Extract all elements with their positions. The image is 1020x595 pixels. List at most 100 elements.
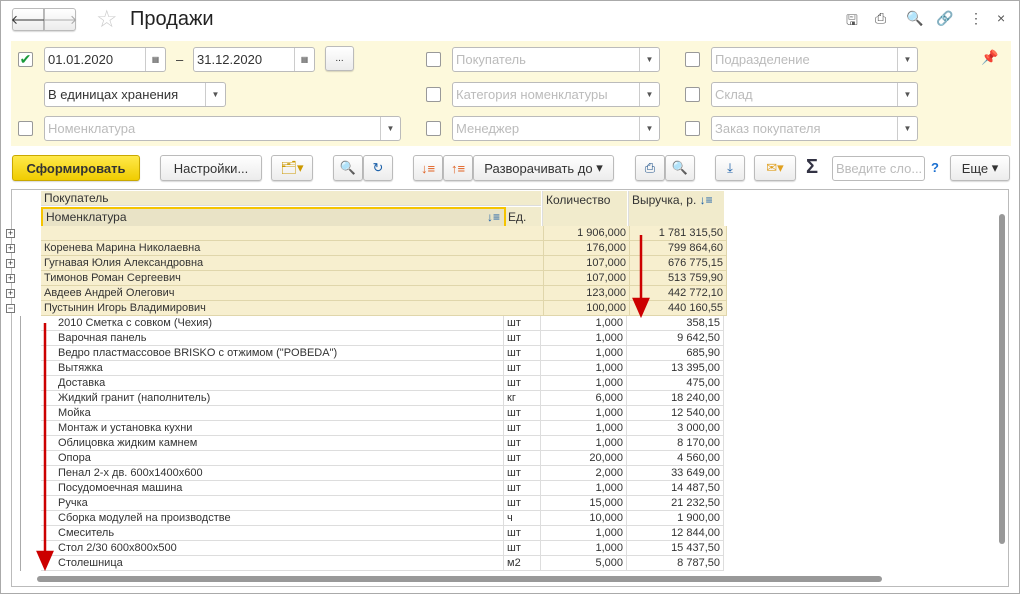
group-row[interactable]: Гугнавая Юлия Александровна 107,000 676 77…: [41, 256, 727, 271]
expand-icon[interactable]: +: [6, 258, 15, 268]
header-unit[interactable]: Ед.: [506, 207, 541, 227]
expand-icon[interactable]: +: [6, 273, 15, 283]
period-checkbox[interactable]: ✔: [18, 51, 33, 67]
table-row[interactable]: Сборка модулей на производстве ч 10,000 1 9…: [41, 511, 724, 526]
manager-checkbox[interactable]: [426, 121, 441, 136]
search-button[interactable]: 🔍: [333, 155, 363, 181]
header-revenue[interactable]: Выручка, р. ↓≡: [628, 191, 724, 227]
expand-all-button[interactable]: ↑≡: [443, 155, 473, 181]
table-row[interactable]: Посудомоечная машина шт 1,000 14 487,50: [41, 481, 724, 496]
table-row[interactable]: Пенал 2-х дв. 600х1400х600 шт 2,000 33 649,…: [41, 466, 724, 481]
department-checkbox[interactable]: [685, 52, 700, 67]
nomenclature-checkbox[interactable]: [18, 121, 33, 136]
sort-icon[interactable]: ↓≡: [486, 210, 500, 224]
pin-icon[interactable]: 📌: [981, 49, 999, 65]
table-row[interactable]: Вытяжка шт 1,000 13 395,00: [41, 361, 724, 376]
expand-icon[interactable]: +: [6, 228, 15, 238]
units-select[interactable]: В единицах хранения ▼: [44, 82, 226, 107]
date-to-field[interactable]: 31.12.2020 ▦: [193, 47, 315, 72]
red-arrow-icon: [36, 323, 54, 572]
table-row[interactable]: Опора шт 20,000 4 560,00: [41, 451, 724, 466]
table-row[interactable]: Варочная панель шт 1,000 9 642,50: [41, 331, 724, 346]
send-email-button[interactable]: ✉▾: [754, 155, 796, 181]
table-row[interactable]: 2010 Сметка с совком (Чехия) шт 1,000 358,1…: [41, 316, 724, 331]
manager-field[interactable]: Менеджер ▼: [452, 116, 660, 141]
calendar-icon[interactable]: ▦: [294, 48, 314, 71]
group-row[interactable]: Авдеев Андрей Олегович 123,000 442 772,10: [41, 286, 727, 301]
sort-desc-icon[interactable]: ↓≡: [699, 193, 713, 207]
buyer-checkbox[interactable]: [426, 52, 441, 67]
forward-button[interactable]: 🡒: [43, 8, 77, 31]
date-from-field[interactable]: 01.01.2020 ▦: [44, 47, 166, 72]
favorite-star-icon[interactable]: ☆: [96, 6, 118, 33]
report-table: [11, 189, 1009, 587]
expand-icon[interactable]: +: [6, 288, 15, 298]
sum-icon[interactable]: Σ: [806, 156, 819, 178]
buyer-field[interactable]: Покупатель ▼: [452, 47, 660, 72]
order-checkbox[interactable]: [685, 121, 700, 136]
category-checkbox[interactable]: [426, 87, 441, 102]
table-row[interactable]: Ведро пластмассовое BRISKO с отжимом ("P…: [41, 346, 724, 361]
table-row[interactable]: Жидкий гранит (наполнитель) кг 6,000 18 240…: [41, 391, 724, 406]
red-arrow-icon: [632, 235, 650, 319]
close-icon[interactable]: ×: [997, 10, 1006, 26]
chevron-down-icon[interactable]: ▼: [897, 83, 917, 106]
table-row[interactable]: Столешница м2 5,000 8 787,50: [41, 556, 724, 571]
back-button[interactable]: 🡐: [11, 8, 45, 31]
link-icon[interactable]: 🔗: [936, 10, 954, 26]
chevron-down-icon[interactable]: ▼: [639, 117, 659, 140]
chevron-down-icon[interactable]: ▼: [897, 117, 917, 140]
settings-button[interactable]: Настройки...: [160, 155, 262, 181]
search-next-button[interactable]: ↻: [363, 155, 393, 181]
collapse-icon[interactable]: −: [6, 303, 15, 313]
chevron-down-icon[interactable]: ▼: [639, 83, 659, 106]
search-input[interactable]: Введите сло...: [832, 156, 925, 181]
chevron-down-icon[interactable]: ▼: [380, 117, 400, 140]
tree-line: [20, 316, 21, 571]
header-quantity[interactable]: Количество: [542, 191, 627, 227]
total-quantity: 1 906,000: [544, 226, 630, 241]
report-variants-button[interactable]: 🗂▾: [271, 155, 313, 181]
table-row[interactable]: Мойка шт 1,000 12 540,00: [41, 406, 724, 421]
print-icon[interactable]: ⎙: [875, 10, 887, 26]
help-link[interactable]: ?: [931, 160, 939, 175]
chevron-down-icon[interactable]: ▼: [639, 48, 659, 71]
more-button[interactable]: Еще ▾: [950, 155, 1010, 181]
period-select-button[interactable]: ...: [325, 46, 354, 71]
print-preview-button[interactable]: 🔍: [665, 155, 695, 181]
order-field[interactable]: Заказ покупателя ▼: [711, 116, 918, 141]
table-row[interactable]: Смеситель шт 1,000 12 844,00: [41, 526, 724, 541]
department-field[interactable]: Подразделение ▼: [711, 47, 918, 72]
vertical-scrollbar[interactable]: [997, 196, 1007, 566]
header-buyer[interactable]: Покупатель: [41, 191, 541, 206]
table-row[interactable]: Доставка шт 1,000 475,00: [41, 376, 724, 391]
category-field[interactable]: Категория номенклатуры ▼: [452, 82, 660, 107]
nomenclature-field[interactable]: Номенклатура ▼: [44, 116, 401, 141]
table-row[interactable]: Монтаж и установка кухни шт 1,000 3 000,00: [41, 421, 724, 436]
preview-icon[interactable]: 🔍: [906, 10, 924, 26]
save-file-button[interactable]: ⤓: [715, 155, 745, 181]
generate-button[interactable]: Сформировать: [12, 155, 140, 181]
print-button[interactable]: ⎙: [635, 155, 665, 181]
more-vert-icon[interactable]: ⋮: [969, 10, 983, 26]
table-row[interactable]: Стол 2/30 600х800х500 шт 1,000 15 437,50: [41, 541, 724, 556]
calendar-icon[interactable]: ▦: [145, 48, 165, 71]
save-icon[interactable]: 🖫: [846, 12, 858, 28]
chevron-down-icon[interactable]: ▼: [897, 48, 917, 71]
warehouse-checkbox[interactable]: [685, 87, 700, 102]
date-dash: –: [176, 52, 184, 67]
table-row[interactable]: Облицовка жидким камнем шт 1,000 8 170,00: [41, 436, 724, 451]
collapse-all-button[interactable]: ↓≡: [413, 155, 443, 181]
horizontal-scrollbar[interactable]: [19, 574, 994, 584]
total-revenue: 1 781 315,50: [630, 226, 727, 241]
chevron-down-icon[interactable]: ▼: [205, 83, 225, 106]
group-row[interactable]: Коренева Марина Николаевна 176,000 799 864…: [41, 241, 727, 256]
group-row[interactable]: Пустынин Игорь Владимирович 100,000 440 16…: [41, 301, 727, 316]
warehouse-field[interactable]: Склад ▼: [711, 82, 918, 107]
group-row[interactable]: Тимонов Роман Сергеевич 107,000 513 759,90: [41, 271, 727, 286]
expand-to-button[interactable]: Разворачивать до ▾: [473, 155, 614, 181]
expand-icon[interactable]: +: [6, 243, 15, 253]
table-row[interactable]: Ручка шт 15,000 21 232,50: [41, 496, 724, 511]
window-title: Продажи: [130, 8, 214, 30]
